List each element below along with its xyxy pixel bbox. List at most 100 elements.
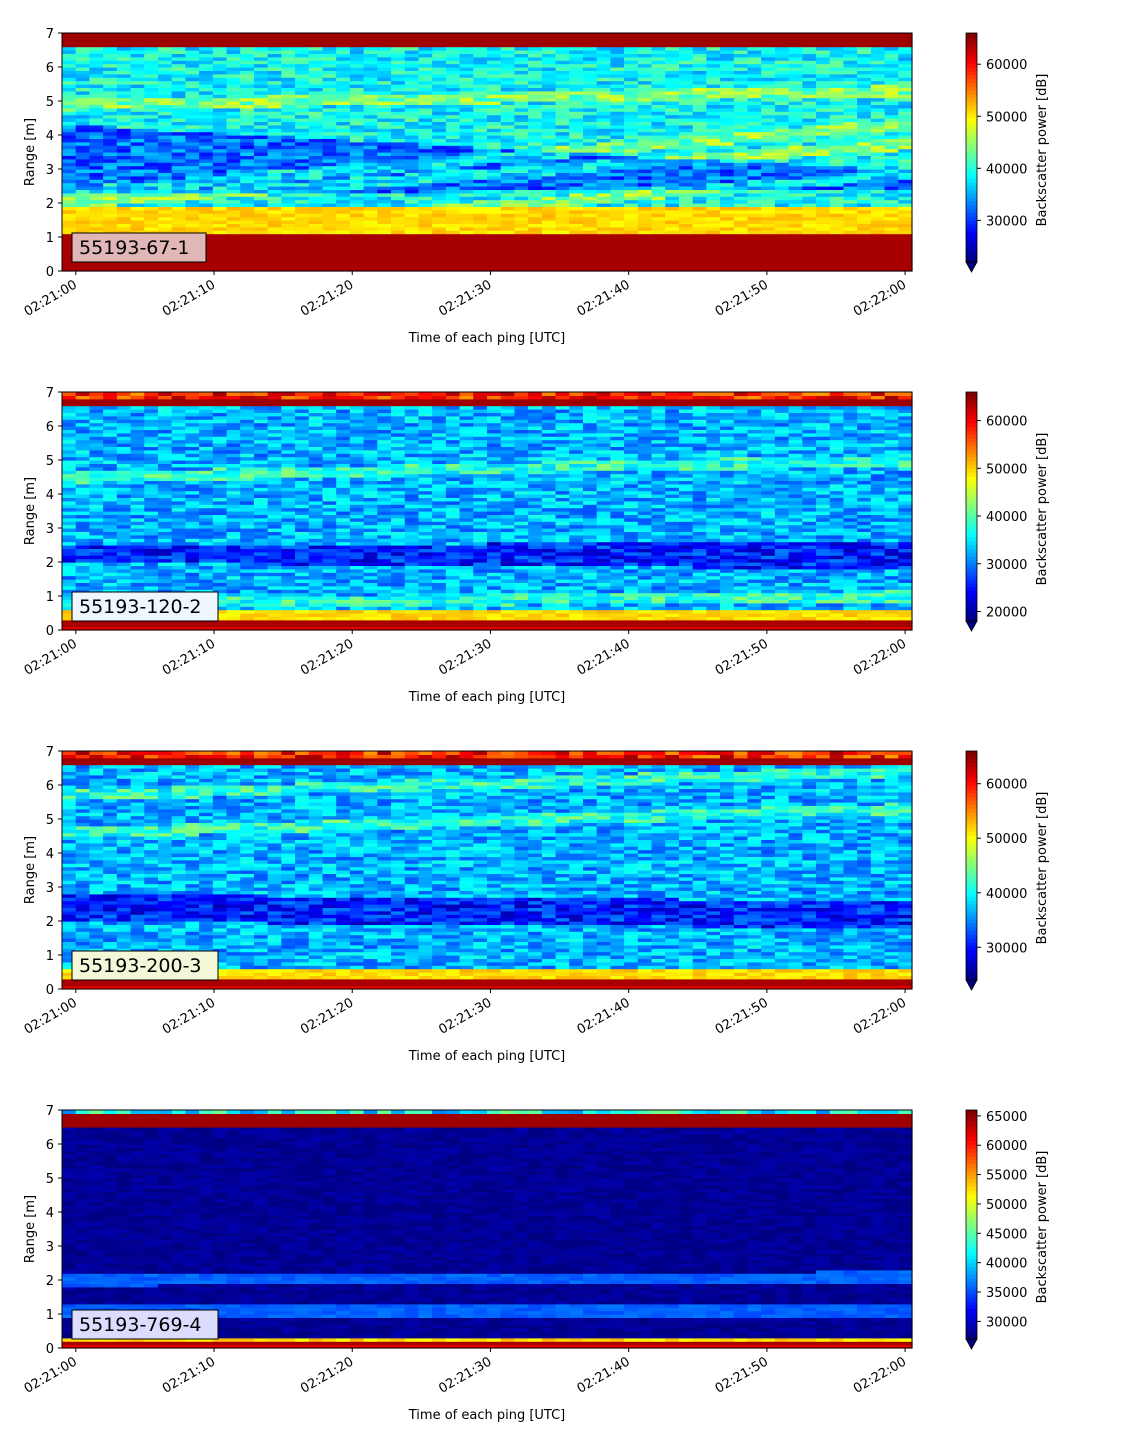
- y-tick-label: 5: [46, 95, 54, 110]
- y-tick-label: 2: [46, 915, 54, 930]
- x-axis-label: Time of each ping [UTC]: [408, 1408, 566, 1423]
- x-tick-label: 02:21:00: [22, 277, 80, 319]
- panel-label-box: 55193-200-3: [72, 951, 218, 980]
- y-tick-label: 6: [46, 779, 54, 794]
- x-axis-label: Time of each ping [UTC]: [408, 1049, 566, 1064]
- y-axis-label: Range [m]: [23, 836, 38, 904]
- x-tick-label: 02:21:40: [575, 636, 633, 678]
- panel-label-box: 55193-769-4: [72, 1310, 218, 1339]
- x-tick-label: 02:21:50: [713, 636, 771, 678]
- colorbar-tick-label: 60000: [986, 58, 1027, 73]
- colorbar-tick-label: 50000: [986, 1198, 1027, 1213]
- y-tick-label: 1: [46, 949, 54, 964]
- x-tick-label: 02:21:40: [575, 1354, 633, 1396]
- y-tick-label: 0: [46, 265, 54, 280]
- y-tick-label: 0: [46, 624, 54, 639]
- colorbar-tick-label: 60000: [986, 778, 1027, 793]
- y-tick-label: 2: [46, 1274, 54, 1289]
- y-axis-label: Range [m]: [23, 477, 38, 545]
- colorbar: 30000 40000 50000 60000 Backscatter power [d…: [966, 33, 1050, 272]
- y-tick-label: 7: [46, 745, 54, 760]
- colorbar-extend-arrow: [966, 621, 977, 631]
- colorbar-tick-label: 30000: [986, 1315, 1027, 1330]
- colorbar-tick-label: 35000: [986, 1286, 1027, 1301]
- y-tick-label: 3: [46, 1240, 54, 1255]
- y-tick-label: 4: [46, 488, 54, 503]
- y-tick-label: 5: [46, 813, 54, 828]
- x-tick-label: 02:21:40: [575, 277, 633, 319]
- x-tick-label: 02:21:10: [160, 1354, 218, 1396]
- colorbar-label: Backscatter power [dB]: [1035, 1151, 1050, 1304]
- x-tick-label: 02:21:00: [22, 1354, 80, 1396]
- y-tick-label: 3: [46, 163, 54, 178]
- y-tick-label: 7: [46, 27, 54, 42]
- colorbar-tick-label: 55000: [986, 1169, 1027, 1184]
- colorbar-tick-label: 30000: [986, 558, 1027, 573]
- y-tick-label: 0: [46, 983, 54, 998]
- colorbar-tick-label: 60000: [986, 415, 1027, 430]
- x-tick-label: 02:21:10: [160, 636, 218, 678]
- x-axis-label: Time of each ping [UTC]: [408, 690, 566, 705]
- x-tick-label: 02:21:00: [22, 636, 80, 678]
- colorbar-tick-label: 40000: [986, 887, 1027, 902]
- colorbar-label: Backscatter power [dB]: [1035, 792, 1050, 945]
- x-tick-label: 02:21:20: [298, 1354, 356, 1396]
- colorbar-extend-arrow: [966, 1339, 977, 1349]
- colorbar-tick-label: 65000: [986, 1110, 1027, 1125]
- y-tick-label: 6: [46, 1138, 54, 1153]
- y-tick-label: 2: [46, 197, 54, 212]
- x-tick-label: 02:21:10: [160, 995, 218, 1037]
- x-axis-label: Time of each ping [UTC]: [408, 331, 566, 346]
- y-axis-label: Range [m]: [23, 1195, 38, 1263]
- colorbar-tick-label: 20000: [986, 605, 1027, 620]
- colorbar: 30000 35000 40000 45000 50000 55000 60000 65000…: [966, 1110, 1050, 1349]
- x-tick-label: 02:21:30: [436, 636, 494, 678]
- x-tick-label: 02:21:30: [436, 1354, 494, 1396]
- y-tick-label: 6: [46, 420, 54, 435]
- x-tick-label: 02:22:00: [851, 636, 909, 678]
- y-axis-label: Range [m]: [23, 118, 38, 186]
- y-tick-label: 1: [46, 231, 54, 246]
- colorbar-tick-label: 30000: [986, 941, 1027, 956]
- x-tick-label: 02:21:50: [713, 277, 771, 319]
- x-tick-label: 02:22:00: [851, 1354, 909, 1396]
- panel-label: 55193-120-2: [79, 596, 202, 618]
- x-tick-label: 02:22:00: [851, 995, 909, 1037]
- x-tick-label: 02:22:00: [851, 277, 909, 319]
- panel-label-box: 55193-120-2: [72, 592, 218, 621]
- x-tick-label: 02:21:50: [713, 995, 771, 1037]
- colorbar-tick-label: 45000: [986, 1227, 1027, 1242]
- panel-label: 55193-200-3: [79, 955, 202, 977]
- y-tick-label: 7: [46, 386, 54, 401]
- y-tick-label: 5: [46, 454, 54, 469]
- panel-label: 55193-769-4: [79, 1314, 202, 1336]
- y-tick-label: 3: [46, 881, 54, 896]
- x-tick-label: 02:21:20: [298, 636, 356, 678]
- colorbar-tick-label: 60000: [986, 1139, 1027, 1154]
- y-tick-label: 2: [46, 556, 54, 571]
- colorbar-tick-label: 40000: [986, 162, 1027, 177]
- x-tick-label: 02:21:30: [436, 995, 494, 1037]
- colorbar-tick-label: 40000: [986, 510, 1027, 525]
- y-tick-label: 1: [46, 1308, 54, 1323]
- y-tick-label: 4: [46, 847, 54, 862]
- x-tick-label: 02:21:20: [298, 277, 356, 319]
- x-tick-label: 02:21:50: [713, 1354, 771, 1396]
- colorbar-label: Backscatter power [dB]: [1035, 74, 1050, 227]
- colorbar-tick-label: 30000: [986, 214, 1027, 229]
- y-tick-label: 1: [46, 590, 54, 605]
- x-tick-label: 02:21:40: [575, 995, 633, 1037]
- x-tick-label: 02:21:10: [160, 277, 218, 319]
- colorbar-extend-arrow: [966, 980, 977, 990]
- y-tick-label: 4: [46, 129, 54, 144]
- colorbar-tick-label: 50000: [986, 110, 1027, 125]
- colorbar-tick-label: 40000: [986, 1257, 1027, 1272]
- x-tick-label: 02:21:20: [298, 995, 356, 1037]
